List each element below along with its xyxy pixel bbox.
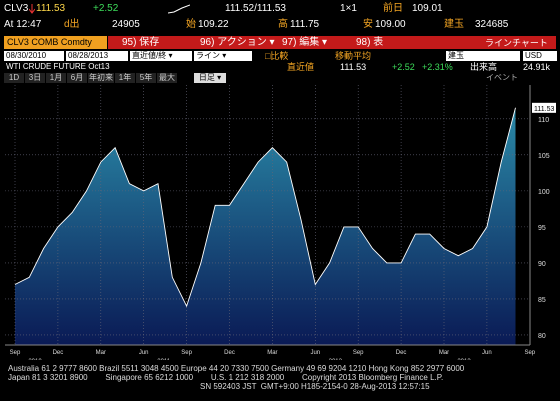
chart-kind: ラインチャート [485, 38, 548, 48]
period-button[interactable]: 6月 [67, 73, 88, 83]
x-year-label: 2011 [157, 359, 171, 360]
x-year-label: 2010 [28, 359, 42, 360]
legend-vol-label: 出来高 [470, 62, 498, 72]
menu-item[interactable]: 96) アクション ▾ [200, 37, 275, 48]
open: 109.22 [198, 19, 229, 30]
ticker: CLV3 [4, 3, 29, 14]
oi-label: 建玉 [444, 19, 464, 30]
last-value-label: 111.53 [534, 106, 554, 113]
period-button[interactable]: 1D [4, 73, 25, 83]
x-tick-label: Mar [96, 350, 106, 356]
start-date[interactable]: 08/30/2010 [4, 51, 64, 61]
volume: 24905 [112, 19, 140, 30]
y-tick-label: 105 [538, 153, 550, 160]
x-tick-label: Mar [267, 350, 277, 356]
x-tick-label: Jun [482, 350, 492, 356]
change: +2.52 [93, 3, 119, 14]
period-button[interactable]: 3日 [25, 73, 46, 83]
events[interactable]: イベント [486, 73, 518, 82]
oi: 324685 [475, 19, 509, 30]
y-tick-label: 80 [538, 333, 546, 340]
x-tick-label: Sep [524, 350, 535, 356]
volume-label: d出 [64, 19, 80, 30]
x-tick-label: Jun [139, 350, 149, 356]
high-label: 高 [278, 19, 288, 30]
menu-item[interactable]: 95) 保存 [122, 37, 160, 48]
area [15, 107, 516, 345]
compare[interactable]: □比較 [265, 51, 289, 61]
x-year-label: 2012 [329, 359, 343, 360]
low: 109.00 [375, 19, 406, 30]
period-button[interactable]: 最大 [157, 73, 178, 83]
end-date[interactable]: 08/28/2013 [66, 51, 128, 61]
down-arrow [29, 4, 35, 14]
legend-change: +2.52 [392, 62, 415, 72]
legend-pct: +2.31% [422, 62, 453, 72]
open-label: 始 [186, 19, 196, 30]
last-value-box [532, 102, 556, 113]
period-button[interactable]: 1月 [46, 73, 67, 83]
prev: 109.01 [412, 3, 443, 14]
chart: 80 85 90 95 100 105 110 Sep Dec Mar Jun Sep Dec Mar Ju… [5, 85, 556, 360]
legend-vol: 24.91k [523, 62, 551, 72]
x-tick-label: Dec [396, 350, 407, 356]
menu-item[interactable]: 97) 編集 ▾ [282, 37, 328, 48]
x-tick-label: Sep [10, 350, 21, 356]
time: At 12:47 [4, 19, 42, 30]
y-tick-label: 110 [538, 117, 549, 124]
high: 111.75 [290, 19, 320, 30]
y-tick-label: 85 [538, 297, 546, 304]
oi-box[interactable]: 建玉 [446, 51, 520, 61]
last-price: 111.53 [36, 3, 66, 14]
frequency[interactable]: 日足 ▾ [194, 73, 227, 83]
x-tick-label: Sep [181, 350, 192, 356]
bid-ask: 111.52/111.53 [225, 3, 286, 14]
footer-line: SN 592403 JST GMT+9:00 H185-2154-0 28-Au… [200, 382, 430, 391]
moving-average[interactable]: 移動平均 [335, 51, 372, 61]
period-button[interactable]: 5年 [136, 73, 157, 83]
period-button[interactable]: 1年 [115, 73, 136, 83]
y-tick-label: 95 [538, 225, 546, 232]
x-tick-label: Jun [310, 350, 320, 356]
x-tick-label: Mar [439, 350, 449, 356]
legend-name: WTI CRUDE FUTURE Oct13 [6, 62, 110, 71]
security-box[interactable]: CLV3 COMB Comdty [4, 36, 107, 49]
y-tick-label: 100 [538, 189, 550, 196]
y-tick-label: 90 [538, 261, 546, 268]
x-year-label: 2013 [457, 359, 471, 360]
menu-bar [108, 36, 556, 49]
x-tick-label: Sep [353, 350, 364, 356]
period-button[interactable]: 年初来 [88, 73, 115, 83]
price-line [14, 107, 516, 308]
style-select[interactable]: ライン ▾ [194, 51, 252, 61]
field-select[interactable]: 直近値/終 ▾ [130, 51, 192, 61]
footer-line: Australia 61 2 9777 8600 Brazil 5511 304… [8, 364, 465, 373]
x-tick-label: Dec [53, 350, 64, 356]
x-tick-label: Dec [224, 350, 235, 356]
currency[interactable]: USD [523, 51, 557, 61]
footer-line: Japan 81 3 3201 8900 Singapore 65 6212 1… [8, 373, 444, 382]
menu-item[interactable]: 98) 表 [356, 37, 384, 48]
legend-field: 直近値 [287, 62, 315, 72]
size: 1×1 [340, 3, 357, 14]
low-label: 安 [363, 19, 373, 30]
legend-last: 111.53 [340, 62, 367, 72]
sparkline [168, 4, 190, 14]
prev-label: 前日 [383, 3, 403, 14]
